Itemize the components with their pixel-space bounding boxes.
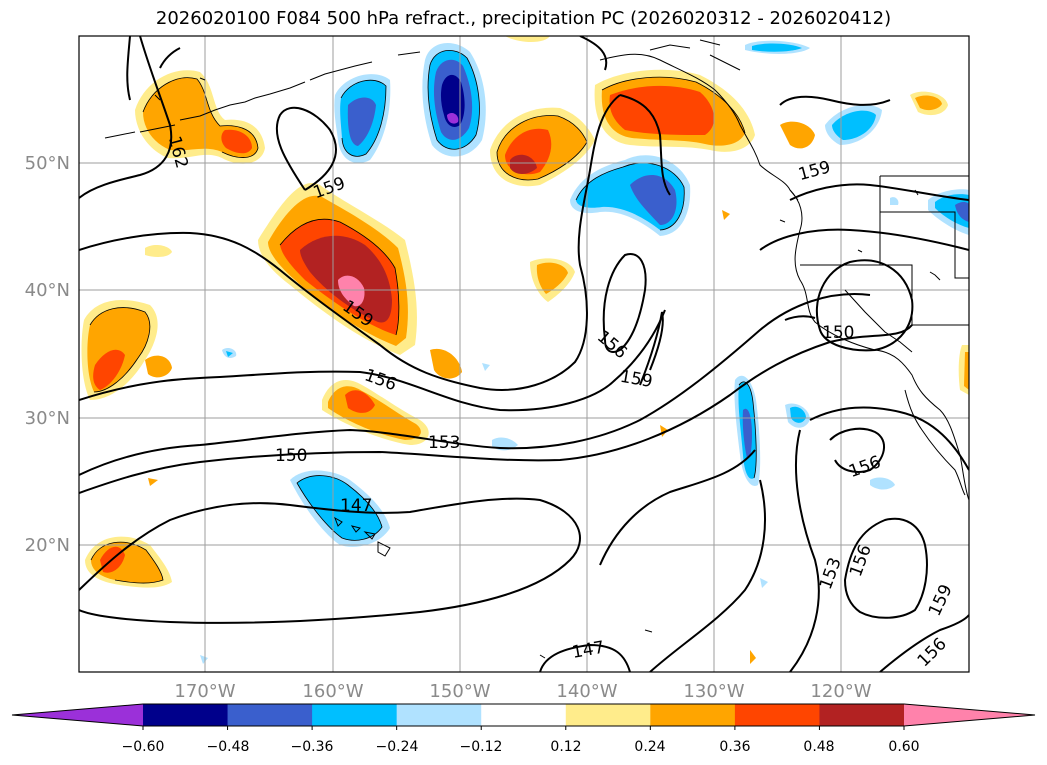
map-area: 162 159 159 159 156 153 150 147 156 159 … bbox=[79, 36, 969, 672]
contour-label: 153 bbox=[428, 433, 460, 453]
colorbar-tick: 0.24 bbox=[634, 739, 665, 755]
lat-label: 40°N bbox=[25, 280, 70, 301]
latitude-labels: 50°N 40°N 30°N 20°N bbox=[25, 153, 70, 556]
contour-label: 147 bbox=[340, 496, 372, 516]
lon-label: 120°W bbox=[810, 681, 871, 702]
colorbar-tick: −0.24 bbox=[376, 739, 419, 755]
colorbar-tick: 0.48 bbox=[803, 739, 834, 755]
lon-label: 160°W bbox=[302, 681, 363, 702]
lat-label: 30°N bbox=[25, 408, 70, 429]
colorbar-tick: −0.12 bbox=[460, 739, 503, 755]
colorbar-segment bbox=[312, 704, 398, 726]
lon-label: 150°W bbox=[429, 681, 490, 702]
lon-label: 140°W bbox=[556, 681, 617, 702]
colorbar-segment bbox=[650, 704, 736, 726]
colorbar-extend-high bbox=[904, 704, 1035, 726]
precip-outlines bbox=[89, 50, 757, 584]
colorbar-segment bbox=[734, 704, 820, 726]
colorbar-segment bbox=[227, 704, 313, 726]
lat-label: 20°N bbox=[25, 535, 70, 556]
contour-label: 150 bbox=[822, 323, 854, 343]
lon-label: 130°W bbox=[683, 681, 744, 702]
colorbar-segment bbox=[396, 704, 482, 726]
colorbar-segment bbox=[143, 704, 229, 726]
colorbar-extend-low bbox=[12, 704, 143, 726]
precip-negative-shading bbox=[200, 40, 969, 664]
colorbar-tick: −0.48 bbox=[207, 739, 250, 755]
longitude-labels: 170°W 160°W 150°W 140°W 130°W 120°W bbox=[174, 681, 871, 702]
colorbar-segment bbox=[819, 704, 905, 726]
contour-label: 150 bbox=[275, 446, 307, 466]
colorbar bbox=[11, 703, 1036, 730]
map-frame bbox=[78, 35, 970, 673]
colorbar-tick: 0.60 bbox=[888, 739, 919, 755]
colorbar-tick: 0.12 bbox=[550, 739, 581, 755]
lon-label: 170°W bbox=[174, 681, 235, 702]
colorbar-tick-labels: −0.60 −0.48 −0.36 −0.24 −0.12 0.12 0.24 … bbox=[122, 739, 920, 755]
colorbar-segment bbox=[565, 704, 651, 726]
height-contours bbox=[79, 36, 969, 672]
colorbar-tick: 0.36 bbox=[719, 739, 750, 755]
lat-label: 50°N bbox=[25, 153, 70, 174]
colorbar-segment bbox=[481, 704, 567, 726]
map-title: 2026020100 F084 500 hPa refract., precip… bbox=[155, 8, 892, 29]
colorbar-tick: −0.36 bbox=[291, 739, 334, 755]
colorbar-tick: −0.60 bbox=[122, 739, 165, 755]
